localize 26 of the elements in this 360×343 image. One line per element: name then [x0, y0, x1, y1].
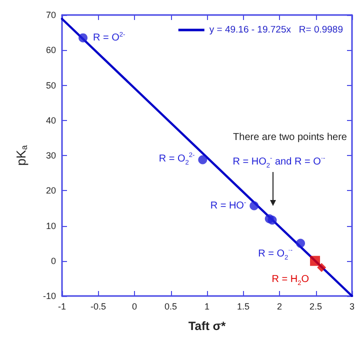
x-tick-label: 2: [276, 302, 282, 312]
legend-label: y = 49.16 - 19.725x R= 0.9989: [209, 24, 344, 36]
y-tick-label: 70: [46, 10, 56, 20]
y-axis-title: pKa: [14, 144, 29, 166]
x-tick-label: 1.5: [236, 302, 250, 312]
y-tick-label: -10: [42, 291, 56, 301]
annotation: R = HO$_{2}$$^{-}$ and R = O$^{·-}$: [232, 155, 326, 170]
annotation: R = HO$^{-}$: [210, 199, 246, 212]
annotation: R = O$^{2-}$: [93, 31, 126, 44]
x-tick-label: 3: [349, 302, 355, 312]
annotation: R = H$_{2}$O: [272, 274, 310, 288]
x-tick-label: -1: [58, 302, 66, 312]
y-tick-label: 0: [50, 256, 56, 266]
y-tick-label: 20: [46, 186, 56, 196]
x-tick-label: 0: [132, 302, 138, 312]
y-tick-label: 40: [46, 115, 56, 126]
x-tick-label: 2.5: [309, 302, 322, 312]
y-tick-label: 60: [46, 45, 56, 56]
x-tick-label: 1: [204, 302, 210, 312]
y-tick-label: 50: [46, 80, 56, 90]
x-axis-title: Taft σ*: [188, 319, 226, 333]
y-tick-label: 10: [46, 220, 56, 231]
x-tick-label: 0.5: [164, 302, 178, 312]
x-tick-label: -0.5: [90, 302, 106, 312]
y-tick-label: 30: [46, 150, 56, 160]
annotation: There are two points here: [233, 132, 347, 143]
